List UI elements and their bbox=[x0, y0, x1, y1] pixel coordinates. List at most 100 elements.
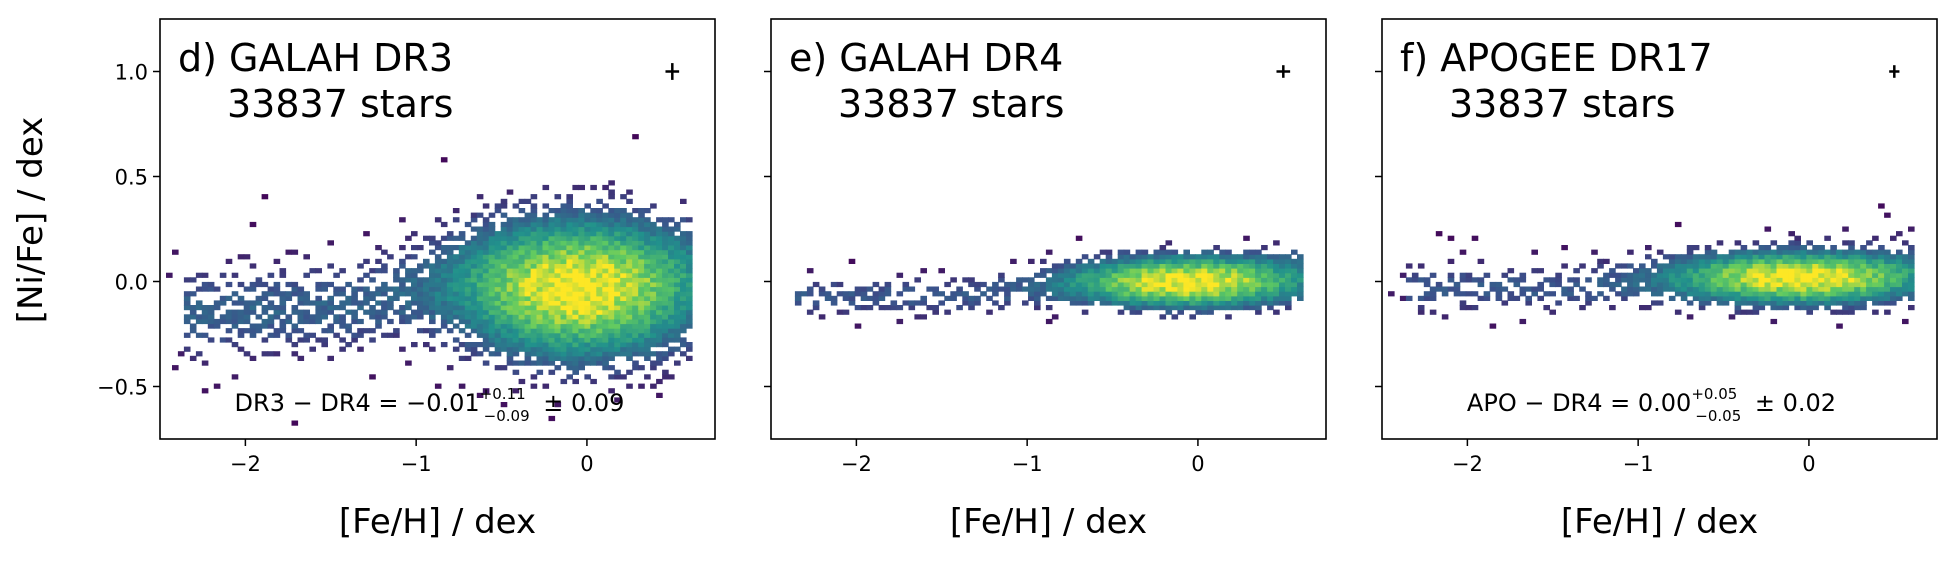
heatmap-cell bbox=[506, 226, 514, 232]
heatmap-cell bbox=[1710, 258, 1718, 264]
heatmap-cell bbox=[1279, 268, 1286, 274]
heatmap-cell bbox=[1908, 249, 1915, 255]
heatmap-cell bbox=[572, 226, 579, 232]
heatmap-cell bbox=[1255, 263, 1262, 269]
heatmap-cell bbox=[1423, 277, 1431, 283]
heatmap-cell bbox=[1261, 245, 1268, 251]
x-axis-title: [Fe/H] / dex bbox=[1561, 502, 1758, 542]
heatmap-cell bbox=[1189, 295, 1196, 301]
heatmap-cell bbox=[1651, 281, 1658, 288]
heatmap-cell bbox=[1884, 281, 1891, 288]
heatmap-cell bbox=[476, 281, 484, 288]
heatmap-cell bbox=[608, 263, 615, 269]
heatmap-cell bbox=[429, 240, 436, 246]
heatmap-cell bbox=[626, 355, 633, 361]
heatmap-cell bbox=[1243, 291, 1250, 297]
heatmap-cell bbox=[1111, 300, 1119, 306]
heatmap-cell bbox=[237, 254, 245, 260]
heatmap-cell bbox=[530, 277, 538, 283]
heatmap-cell bbox=[530, 286, 538, 292]
heatmap-cell bbox=[1165, 249, 1173, 255]
heatmap-cell bbox=[512, 281, 520, 288]
heatmap-cell bbox=[1752, 286, 1760, 292]
heatmap-cell bbox=[1105, 258, 1113, 264]
heatmap-cell bbox=[1297, 272, 1304, 278]
heatmap-cell bbox=[1201, 268, 1208, 274]
heatmap-cell bbox=[530, 309, 538, 315]
heatmap-cell bbox=[554, 277, 562, 283]
heatmap-cell bbox=[1189, 281, 1196, 288]
heatmap-cell bbox=[590, 212, 597, 218]
heatmap-cell bbox=[644, 268, 651, 274]
heatmap-cell bbox=[1171, 295, 1179, 301]
heatmap-cell bbox=[560, 212, 568, 218]
heatmap-cell bbox=[1159, 258, 1167, 264]
heatmap-cell bbox=[303, 295, 310, 301]
heatmap-cell bbox=[177, 351, 185, 357]
heatmap-cell bbox=[201, 314, 209, 320]
heatmap-cell bbox=[1896, 295, 1903, 301]
heatmap-cell bbox=[596, 254, 603, 260]
heatmap-cell bbox=[1633, 286, 1640, 292]
heatmap-cell bbox=[1153, 268, 1161, 274]
heatmap-cell bbox=[470, 249, 478, 255]
heatmap-cell bbox=[596, 286, 603, 292]
heatmap-cell bbox=[1740, 258, 1748, 264]
heatmap-cell bbox=[554, 249, 562, 255]
heatmap-cell bbox=[1285, 300, 1292, 306]
heatmap-cell bbox=[452, 263, 460, 269]
heatmap-cell bbox=[566, 318, 573, 325]
heatmap-cell bbox=[1177, 263, 1184, 269]
heatmap-cell bbox=[1585, 300, 1592, 306]
heatmap-cell bbox=[638, 221, 645, 228]
heatmap-cell bbox=[440, 309, 448, 315]
heatmap-cell bbox=[1501, 286, 1509, 292]
heatmap-cell bbox=[1788, 277, 1795, 283]
heatmap-cell bbox=[494, 342, 502, 348]
heatmap-cell bbox=[482, 249, 490, 255]
heatmap-cell bbox=[668, 291, 675, 297]
heatmap-cell bbox=[524, 272, 532, 278]
heatmap-cell bbox=[1615, 263, 1622, 269]
heatmap-cell bbox=[530, 332, 538, 338]
heatmap-cell bbox=[506, 351, 514, 357]
heatmap-cell bbox=[1794, 258, 1801, 264]
heatmap-cell bbox=[183, 295, 191, 301]
heatmap-cell bbox=[1842, 254, 1849, 260]
heatmap-cell bbox=[998, 277, 1005, 283]
heatmap-cell bbox=[530, 254, 538, 260]
heatmap-cell bbox=[1117, 309, 1125, 315]
heatmap-cell bbox=[195, 351, 203, 357]
heatmap-cell bbox=[452, 314, 460, 320]
heatmap-cell bbox=[536, 263, 544, 269]
heatmap-cell bbox=[1225, 295, 1232, 301]
heatmap-cell bbox=[962, 277, 969, 283]
heatmap-cell bbox=[572, 295, 579, 301]
heatmap-cell bbox=[1165, 240, 1173, 246]
heatmap-cell bbox=[986, 309, 993, 315]
heatmap-cell bbox=[656, 277, 663, 283]
heatmap-cell bbox=[482, 318, 490, 325]
heatmap-cell bbox=[854, 305, 862, 311]
heatmap-cell bbox=[518, 235, 526, 241]
heatmap-cell bbox=[1770, 295, 1778, 301]
heatmap-cell bbox=[572, 291, 579, 297]
heatmap-cell bbox=[1279, 258, 1286, 264]
heatmap-cell bbox=[363, 231, 370, 237]
heatmap-cell bbox=[231, 300, 239, 306]
heatmap-cell bbox=[566, 295, 573, 301]
heatmap-cell bbox=[488, 221, 496, 228]
error-bar bbox=[1889, 65, 1900, 78]
heatmap-cell bbox=[399, 277, 406, 283]
heatmap-cell bbox=[446, 268, 454, 274]
heatmap-cell bbox=[566, 240, 573, 246]
heatmap-cell bbox=[1902, 281, 1909, 288]
heatmap-cell bbox=[650, 277, 657, 283]
heatmap-cell bbox=[405, 318, 412, 325]
heatmap-cell bbox=[458, 263, 466, 269]
heatmap-cell bbox=[554, 254, 562, 260]
heatmap-cell bbox=[584, 360, 591, 366]
heatmap-cell bbox=[1105, 272, 1113, 278]
heatmap-cell bbox=[1279, 263, 1286, 269]
heatmap-cell bbox=[920, 314, 927, 320]
